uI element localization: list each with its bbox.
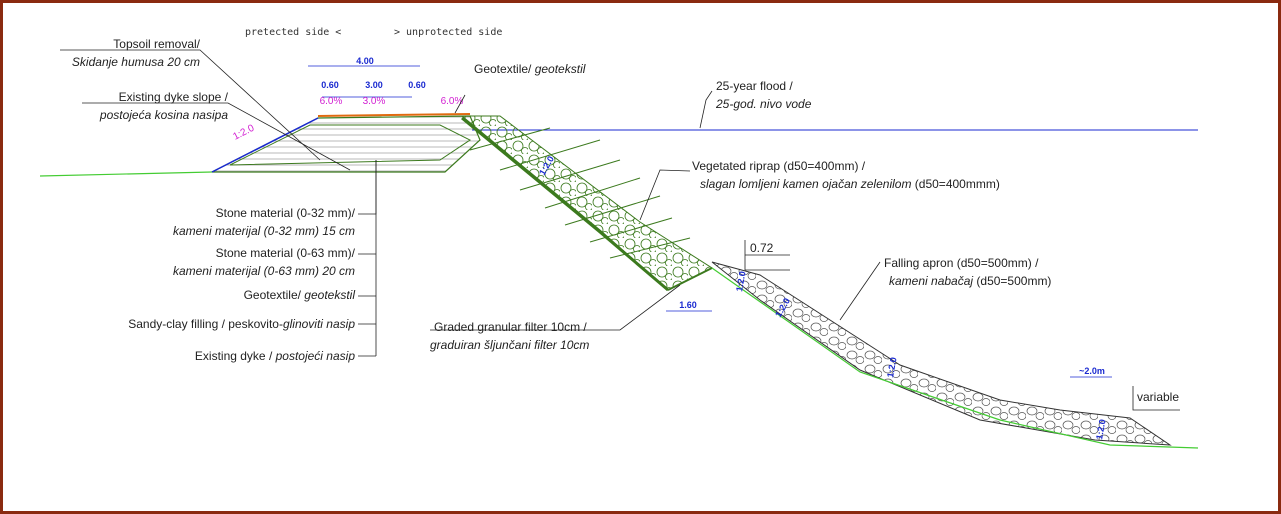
stone32-label-en: Stone material (0-32 mm)/ [216,206,356,220]
unprotected-side-label: > unprotected side [394,27,502,38]
dyke-slope-label-hr: postojeća kosina nasipa [99,108,228,122]
apron-length-dim: ~2.0m [1079,366,1105,376]
variable-dim: variable [1137,390,1179,404]
apron-ratio-3: 1:2.0 [885,356,898,378]
crest-left-dim: 0.60 [321,80,339,90]
crest-layer [317,113,471,117]
topsoil-label-hr: Skidanje humusa 20 cm [72,55,200,69]
protected-side-label: pretected side < [245,27,341,38]
riprap-label-en: Vegetated riprap (d50=400mm) / [692,159,866,173]
thickness-dim: 0.72 [750,241,774,255]
sandy-clay-fill [229,124,471,166]
vegetation-stakes [469,127,691,259]
granular-filter [461,116,669,292]
falling-apron [711,261,1172,446]
existing-dyke-body [211,115,481,173]
leader-lines [60,49,881,357]
toe-width-dim: 1.60 [679,300,697,310]
apron-label-hr: kameni nabačaj (d50=500mm) [889,274,1051,288]
crest-mid-dim: 3.00 [365,80,383,90]
thickness-dim-line [744,240,790,271]
riprap-label-hr: slagan lomljeni kamen ojačan zelenilom (… [700,177,1000,191]
apron-ratio-end: 1:2.0 [1094,418,1107,440]
stone32-label-hr: kameni materijal (0-32 mm) 15 cm [173,224,355,238]
geotextile-left-label: Geotextile/ geotekstil [244,288,356,302]
geotextile-top-label: Geotextile/ geotekstil [474,62,586,76]
ground-right [711,267,1199,449]
topsoil-label-en: Topsoil removal/ [113,37,200,51]
slope-right-pct: 6.0% [441,96,464,107]
slope-left-pct: 6.0% [320,96,343,107]
slope-mid-pct: 3.0% [363,96,386,107]
filter-toe [667,267,713,291]
left-slope-ratio: 1:2.0 [231,123,256,143]
flood-label-hr: 25-god. nivo vode [715,97,812,111]
dyke-slope-line [211,117,319,173]
sandy-clay-label: Sandy-clay filling / peskovito-glinoviti… [128,317,355,331]
dyke-slope-label-en: Existing dyke slope / [119,90,229,104]
stone63-label-hr: kameni materijal (0-63 mm) 20 cm [173,264,355,278]
crest-total-dim: 4.00 [356,56,374,66]
crest-dims [308,65,420,98]
flood-label-en: 25-year flood / [716,79,793,93]
apron-label-en: Falling apron (d50=500mm) / [884,256,1039,270]
existing-dyke-label: Existing dyke / postojeći nasip [195,349,355,363]
ground-left [39,171,213,177]
filter-label-hr: graduiran šljunčani filter 10cm [430,338,589,352]
variable-dim-line [1132,386,1180,411]
filter-label-en: Graded granular filter 10cm / [434,320,587,334]
stone63-label-en: Stone material (0-63 mm)/ [216,246,356,260]
apron-ratio-1: 1:2.0 [734,270,747,292]
crest-right-dim: 0.60 [408,80,426,90]
